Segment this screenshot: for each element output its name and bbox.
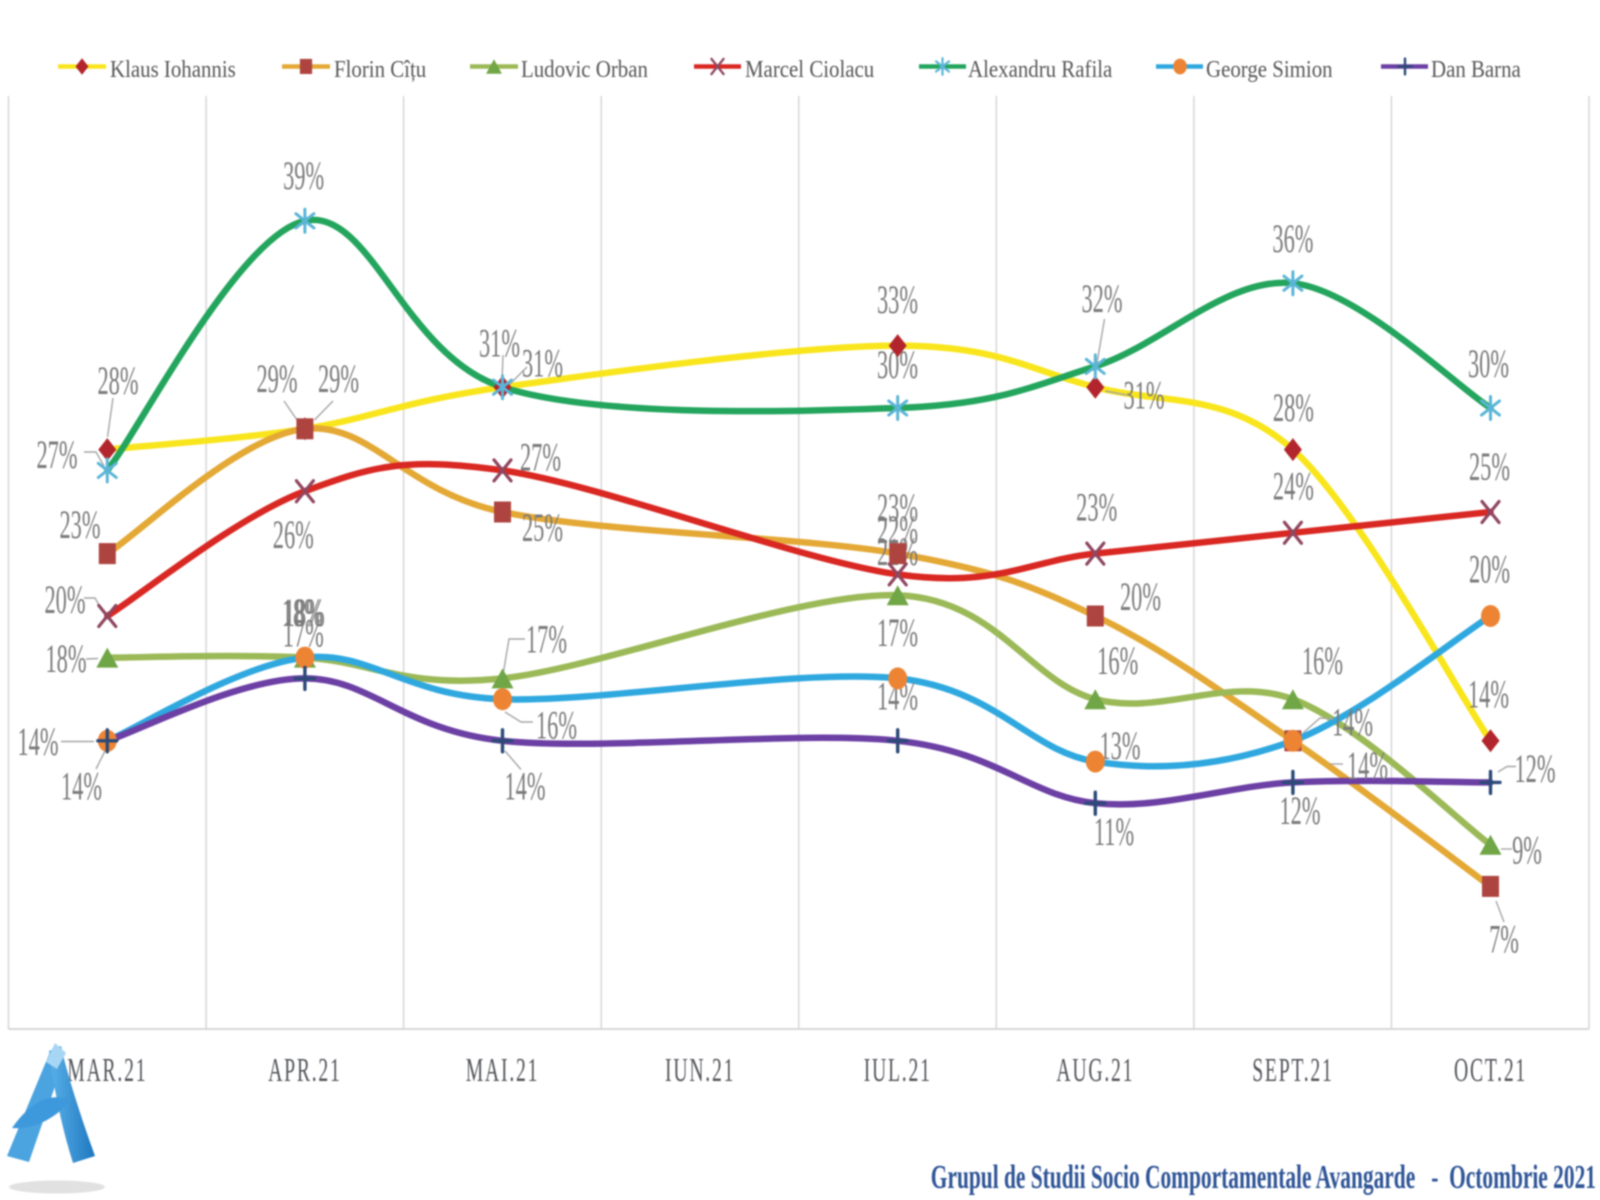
svg-text:17%: 17%	[526, 618, 567, 662]
svg-text:12%: 12%	[1279, 790, 1320, 834]
svg-text:MAR.21: MAR.21	[67, 1052, 147, 1090]
svg-text:31%: 31%	[1123, 374, 1164, 418]
svg-text:Florin Cîțu: Florin Cîțu	[334, 56, 426, 83]
svg-text:IUL.21: IUL.21	[864, 1052, 932, 1090]
svg-text:16%: 16%	[1302, 640, 1343, 684]
svg-text:AUG.21: AUG.21	[1056, 1052, 1134, 1090]
svg-text:14%: 14%	[504, 765, 545, 809]
svg-text:28%: 28%	[97, 360, 138, 404]
svg-text:Marcel Ciolacu: Marcel Ciolacu	[745, 56, 874, 83]
svg-text:11%: 11%	[1094, 811, 1134, 855]
svg-text:30%: 30%	[1468, 342, 1509, 386]
svg-text:18%: 18%	[282, 592, 323, 636]
svg-text:36%: 36%	[1272, 218, 1313, 262]
svg-text:Grupul de Studii Socio Comport: Grupul de Studii Socio Comportamentale A…	[931, 1159, 1596, 1196]
svg-text:31%: 31%	[479, 322, 520, 366]
svg-text:20%: 20%	[44, 579, 85, 623]
svg-text:14%: 14%	[1347, 745, 1388, 789]
svg-text:George Simion: George Simion	[1206, 56, 1333, 83]
svg-text:18%: 18%	[45, 638, 86, 682]
svg-text:OCT.21: OCT.21	[1454, 1052, 1527, 1090]
svg-text:26%: 26%	[273, 514, 314, 558]
svg-text:23%: 23%	[877, 487, 918, 531]
svg-text:28%: 28%	[1273, 386, 1314, 430]
svg-text:27%: 27%	[36, 434, 77, 478]
svg-text:29%: 29%	[318, 358, 359, 402]
svg-text:20%: 20%	[1120, 575, 1161, 619]
svg-text:IUN.21: IUN.21	[665, 1052, 735, 1090]
svg-text:MAI.21: MAI.21	[466, 1052, 539, 1090]
svg-text:14%: 14%	[17, 721, 58, 765]
svg-text:SEPT.21: SEPT.21	[1252, 1052, 1333, 1090]
svg-text:32%: 32%	[1081, 278, 1122, 322]
svg-text:17%: 17%	[877, 612, 918, 656]
svg-text:24%: 24%	[1273, 465, 1314, 509]
svg-text:39%: 39%	[283, 155, 324, 199]
svg-text:23%: 23%	[59, 504, 100, 548]
svg-text:23%: 23%	[1076, 486, 1117, 530]
svg-text:12%: 12%	[1514, 748, 1555, 792]
svg-text:14%: 14%	[1332, 701, 1373, 745]
svg-text:13%: 13%	[1099, 725, 1140, 769]
svg-text:18%: 18%	[284, 592, 325, 636]
svg-text:25%: 25%	[1469, 446, 1510, 490]
svg-text:31%: 31%	[522, 342, 563, 386]
svg-text:16%: 16%	[536, 704, 577, 748]
svg-text:APR.21: APR.21	[268, 1052, 341, 1090]
svg-text:14%: 14%	[61, 765, 102, 809]
svg-text:25%: 25%	[522, 507, 563, 551]
svg-text:Dan Barna: Dan Barna	[1431, 56, 1521, 83]
svg-text:33%: 33%	[877, 279, 918, 323]
svg-text:7%: 7%	[1489, 918, 1519, 962]
svg-text:9%: 9%	[1512, 829, 1542, 873]
svg-text:14%: 14%	[1468, 673, 1509, 717]
svg-text:27%: 27%	[520, 436, 561, 480]
svg-text:20%: 20%	[1469, 548, 1510, 592]
svg-text:Ludovic Orban: Ludovic Orban	[521, 56, 648, 83]
svg-text:Alexandru Rafila: Alexandru Rafila	[968, 56, 1112, 83]
svg-text:16%: 16%	[1097, 639, 1138, 683]
svg-text:29%: 29%	[256, 358, 297, 402]
svg-text:Klaus Iohannis: Klaus Iohannis	[110, 56, 236, 83]
